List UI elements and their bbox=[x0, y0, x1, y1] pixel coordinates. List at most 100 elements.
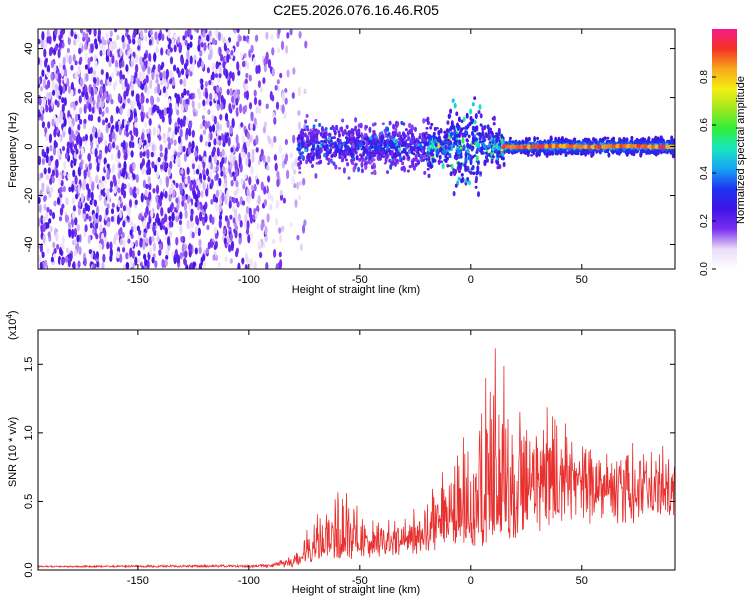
spectrogram-cell bbox=[193, 111, 197, 117]
spectrogram-cell bbox=[265, 51, 269, 62]
spectrogram-cell bbox=[555, 143, 560, 149]
spectrogram-cell bbox=[196, 168, 200, 175]
spectrogram-cell bbox=[240, 122, 244, 128]
spectrogram-cell bbox=[400, 150, 404, 154]
spectrogram-cell bbox=[183, 257, 187, 266]
spectrogram-cell bbox=[453, 138, 457, 145]
spectrogram-cell bbox=[330, 136, 334, 140]
spectrogram-cell bbox=[168, 230, 173, 239]
spectrogram-cell bbox=[471, 102, 475, 107]
spectrogram-cell bbox=[140, 192, 144, 203]
spectrogram-cell bbox=[112, 82, 116, 91]
spectrogram-cell bbox=[238, 35, 242, 42]
spectrogram-cell bbox=[506, 148, 510, 152]
spectrogram-cell bbox=[70, 89, 74, 97]
spectrogram-cell bbox=[319, 131, 323, 137]
spectrogram-cell bbox=[278, 144, 282, 154]
spectrogram-cell bbox=[263, 121, 267, 128]
spectrogram-cell bbox=[167, 236, 171, 246]
spectrogram-cell bbox=[249, 258, 253, 268]
spectrogram-cell bbox=[147, 159, 151, 167]
spectrogram-cell bbox=[38, 38, 41, 45]
spectrogram-cell bbox=[88, 215, 92, 222]
spectrogram-cell bbox=[244, 264, 248, 269]
spectrogram-cell bbox=[199, 49, 203, 57]
spectrogram-cell bbox=[73, 143, 78, 151]
spectrogram-cell bbox=[77, 260, 81, 268]
x-tick-label: -50 bbox=[352, 274, 368, 286]
spectrogram-cell bbox=[388, 158, 392, 163]
spectrogram-cell bbox=[148, 118, 152, 126]
spectrogram-cell bbox=[248, 176, 252, 186]
spectrogram-cell bbox=[130, 150, 134, 158]
spectrogram-cell bbox=[164, 166, 168, 173]
spectrogram-cell bbox=[260, 222, 264, 231]
spectrogram-cell bbox=[228, 102, 232, 113]
spectrogram-cell bbox=[492, 121, 496, 126]
spectrogram-cell bbox=[364, 165, 368, 169]
spectrogram-cell bbox=[88, 162, 92, 171]
spectrogram-cell bbox=[274, 162, 278, 172]
spectrogram-cell bbox=[330, 154, 334, 158]
spectrogram-cell bbox=[368, 126, 372, 133]
spectrogram-cell bbox=[49, 144, 53, 152]
spectrogram-cell bbox=[218, 214, 223, 221]
spectrogram-cell bbox=[345, 124, 349, 130]
spectrogram-cell bbox=[478, 131, 481, 137]
spectrogram-cell bbox=[303, 219, 307, 227]
spectrogram-cell bbox=[273, 117, 277, 125]
spectrogram-cell bbox=[150, 95, 154, 105]
spectrogram-cell bbox=[447, 114, 451, 118]
spectrogram-cell bbox=[96, 76, 100, 86]
spectrogram-cell bbox=[471, 135, 475, 142]
spectrogram-cell bbox=[441, 162, 445, 170]
spectrogram-cell bbox=[159, 113, 163, 120]
spectrogram-cell bbox=[129, 130, 133, 136]
spectrogram-cell bbox=[144, 189, 148, 197]
spectrogram-cell bbox=[183, 88, 187, 96]
spectrogram-cell bbox=[276, 170, 280, 179]
spectrogram-cell bbox=[154, 260, 158, 269]
spectrogram-cell bbox=[110, 72, 115, 79]
spectrogram-cell bbox=[202, 30, 206, 39]
spectrogram-cell bbox=[273, 154, 277, 161]
spectrogram-cell bbox=[69, 140, 73, 150]
spectrogram-cell bbox=[441, 142, 445, 146]
spectrogram-cell bbox=[671, 152, 675, 159]
spectrogram-cell bbox=[52, 89, 56, 96]
spectrogram-cell bbox=[159, 71, 163, 79]
spectrogram-cell bbox=[418, 133, 422, 136]
spectrogram-cell bbox=[213, 115, 217, 125]
spectrogram-cell bbox=[358, 157, 362, 162]
spectrogram-cell bbox=[477, 191, 480, 198]
spectrogram-cell bbox=[386, 144, 390, 151]
spectrogram-cell bbox=[386, 170, 389, 174]
spectrogram-cell bbox=[52, 146, 57, 156]
spectrogram-cell bbox=[255, 34, 259, 42]
spectrogram-cell bbox=[245, 157, 249, 167]
snr-x-axis-label: Height of straight line (km) bbox=[292, 584, 420, 596]
snr-y-ticks: 0.00.51.01.5 bbox=[23, 357, 675, 578]
spectrogram-cell bbox=[418, 136, 422, 140]
spectrogram-cell bbox=[473, 120, 477, 125]
spectrogram-cell bbox=[189, 262, 193, 269]
spectrogram-cell bbox=[378, 156, 382, 161]
spectrogram-cell bbox=[167, 141, 171, 150]
spectrogram-cell bbox=[298, 30, 302, 39]
spectrogram-cell bbox=[471, 155, 475, 159]
spectrogram-cell bbox=[245, 72, 249, 79]
spectrogram-cell bbox=[276, 178, 280, 188]
spectrogram-cell bbox=[247, 193, 251, 204]
spectrogram-cell bbox=[202, 174, 207, 181]
spectrogram-cell bbox=[656, 139, 660, 142]
spectrogram-cell bbox=[311, 144, 315, 149]
spectrogram-cell bbox=[115, 231, 119, 241]
spectrogram-cell bbox=[124, 151, 128, 161]
spectrogram-cell bbox=[381, 122, 385, 126]
spectrogram-cell bbox=[388, 120, 392, 126]
spectrogram-cell bbox=[75, 130, 79, 136]
spectrogram-cell bbox=[471, 125, 475, 132]
spectrogram-cell bbox=[349, 151, 353, 155]
spectrogram-cell bbox=[399, 140, 403, 145]
spectrogram-cell bbox=[369, 142, 373, 146]
